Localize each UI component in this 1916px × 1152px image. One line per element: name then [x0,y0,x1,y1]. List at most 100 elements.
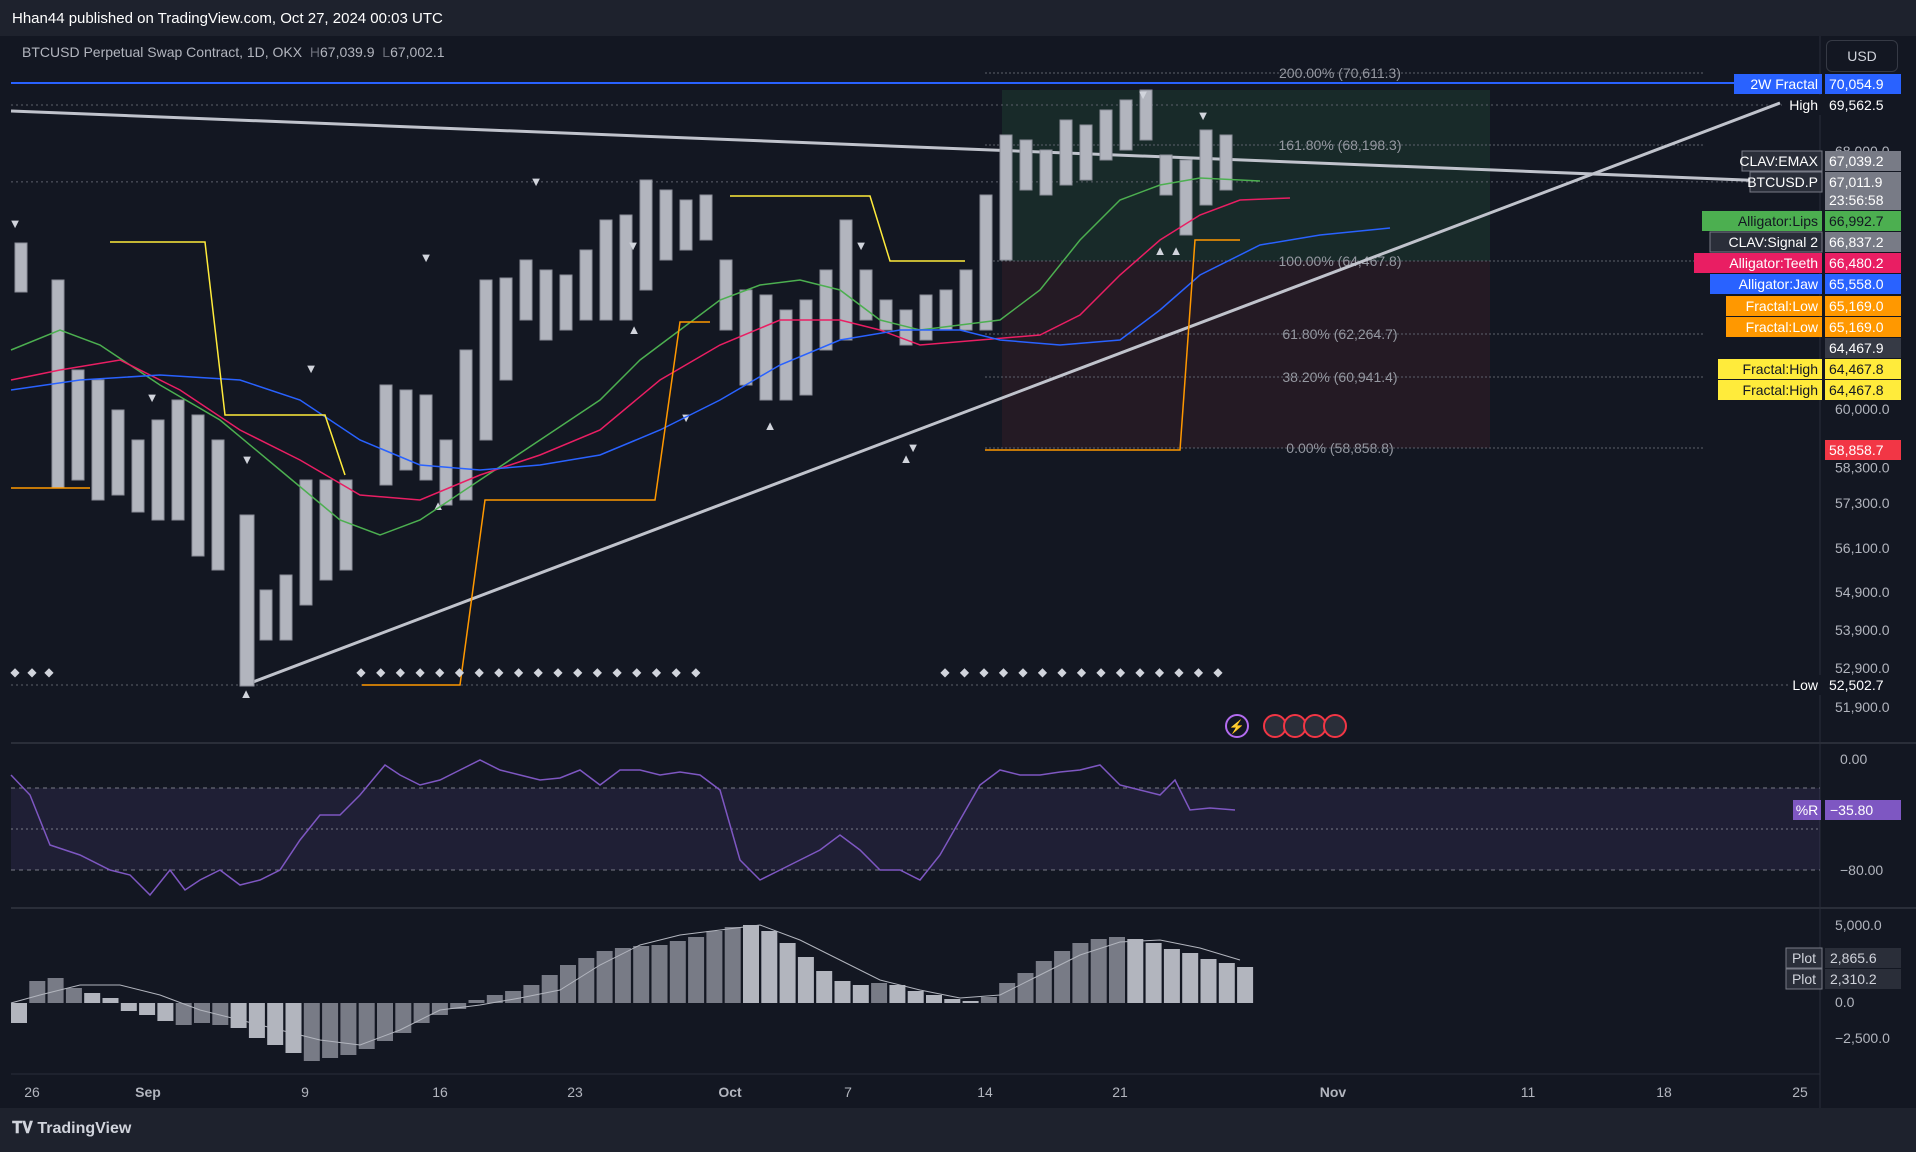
price-tag-value-box [1825,211,1901,231]
price-tag-name-box [1710,274,1822,294]
price-tag-value: 64,467.8 [1829,361,1884,377]
price-tag-value-box [1825,317,1901,337]
histogram-bar [816,971,833,1003]
low-label: L [382,44,391,60]
candle [919,294,933,341]
fib-level-label: 161.80% (68,198.3) [1279,137,1402,153]
price-tag-name-box [1726,296,1822,316]
histogram-bar [1237,967,1254,1003]
histogram-bar [1109,937,1125,1003]
wr-tag-name-box [1793,800,1821,820]
plot-tag-value-box [1825,948,1901,968]
histogram-bar [779,943,796,1003]
histogram-bar [1127,939,1144,1003]
candle [679,199,693,251]
time-axis-label: Oct [718,1084,742,1100]
candle [719,259,733,331]
candle [939,289,953,331]
histogram-bar [541,975,558,1003]
price-tag-name: Alligator:Lips [1738,213,1818,229]
fractal-down-marker: ▼ [855,238,868,253]
price-tag-value-box [1825,190,1901,210]
publish-info: Hhan44 published on TradingView.com, Oct… [12,10,443,27]
histogram-bar [706,931,723,1003]
candle [171,399,185,521]
candle [739,289,753,386]
candle [259,589,273,641]
histogram-bar [688,937,705,1003]
histogram-bar [102,998,119,1003]
signal-dot: ◆ [999,665,1009,679]
histogram-bar [761,931,778,1003]
histogram-bar [560,965,576,1003]
price-axis-label: 60,000.0 [1835,401,1890,417]
price-tag-name: High [1789,97,1818,113]
histogram-bar [578,958,595,1003]
candle [659,189,673,261]
plot-tag-name-box [1785,947,1823,969]
candle [339,479,353,571]
time-axis-label: 25 [1792,1084,1808,1100]
price-tag-value: 67,039.2 [1829,153,1884,169]
price-tag-name: Fractal:High [1743,361,1818,377]
signal-line [10,924,1241,1046]
candle [1199,129,1213,206]
candle [699,194,713,241]
plot-tag-value: 2,310.2 [1830,971,1877,987]
price-tag-value: 23:56:58 [1829,192,1884,208]
signal-dot: ◆ [494,665,504,679]
price-tag-name: Low [1792,677,1819,693]
price-tag-name-box [1718,380,1822,400]
price-tag-value-box [1825,440,1901,460]
price-tag-name-box [1702,211,1822,231]
histogram-bar [962,1001,979,1003]
alligator-teeth-line [10,197,1291,501]
time-axis-label: 9 [301,1084,309,1100]
candle [299,479,313,606]
histogram-bar [175,1003,192,1025]
alligator-lips-line [10,177,1261,536]
price-tag-value-box [1825,74,1901,94]
candle [879,299,893,331]
price-tag-value: 70,054.9 [1829,76,1884,92]
fractal-high-line [730,195,965,262]
fib-level-label: 100.00% (64,467.8) [1279,253,1402,269]
price-tag-value: 58,858.7 [1829,442,1884,458]
lightning-event-icon [1225,714,1249,738]
time-axis-label: 21 [1112,1084,1128,1100]
histogram-bar [120,1003,137,1011]
histogram-bar [248,1003,265,1038]
currency-button[interactable]: USD [1826,40,1898,72]
candle [839,219,853,341]
price-tag-name: CLAV:Signal 2 [1729,234,1819,250]
signal-dot: ◆ [10,665,20,679]
candle [1179,159,1193,236]
price-tag-value: 69,562.5 [1829,97,1884,113]
fib-level-label: 200.00% (70,611.3) [1279,65,1401,81]
bottom-bar: 𝐓𝐕 TradingView [0,1108,1916,1152]
signal-dot: ◆ [475,665,485,679]
histogram-axis-label: 5,000.0 [1835,917,1882,933]
histogram-bar [907,991,924,1003]
us-flag-event-icon [1263,714,1287,738]
time-axis-label: 26 [24,1084,40,1100]
fractal-down-marker: ▼ [241,452,254,467]
histogram-bar [614,948,631,1003]
chart-area[interactable] [11,36,1835,1108]
price-tag-name-box [1734,74,1822,94]
price-tag-value: 65,169.0 [1829,319,1884,335]
candle [499,277,513,381]
histogram-bar [889,985,906,1003]
time-axis-label: 18 [1656,1084,1672,1100]
signal-dot: ◆ [1077,665,1087,679]
signal-dot: ◆ [27,665,37,679]
signal-dot: ◆ [396,665,406,679]
fractal-down-marker: ▼ [1137,87,1150,102]
candle [779,309,793,401]
histogram-bar [523,985,540,1003]
signal-dot: ◆ [1155,665,1165,679]
histogram-bar [468,1000,485,1003]
histogram-bar [669,941,686,1003]
histogram-axis-label: 0.0 [1835,994,1855,1010]
